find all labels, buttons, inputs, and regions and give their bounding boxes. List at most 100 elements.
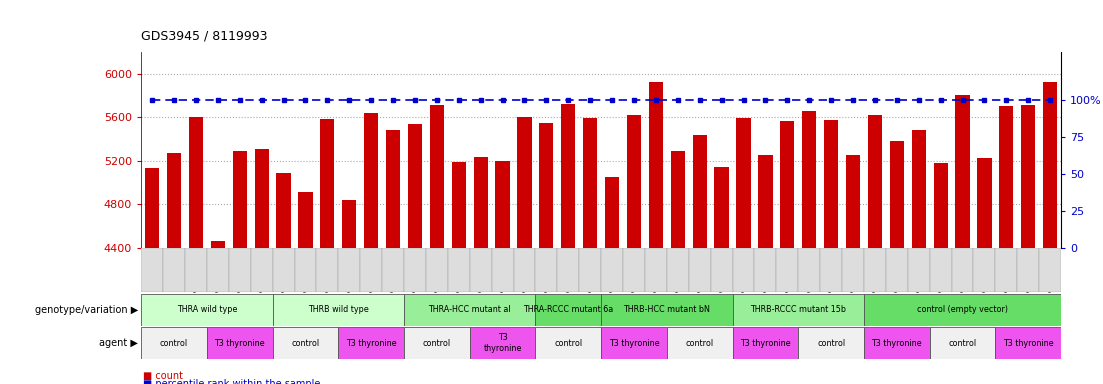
- Bar: [974, 248, 995, 292]
- Bar: [250, 248, 272, 292]
- Bar: [404, 294, 535, 326]
- Bar: [430, 105, 445, 248]
- Bar: [535, 294, 601, 326]
- Bar: [732, 248, 754, 292]
- Bar: [207, 327, 272, 359]
- Bar: [451, 162, 465, 248]
- Bar: [185, 248, 207, 292]
- Bar: [710, 248, 732, 292]
- Bar: [846, 155, 860, 248]
- Bar: [514, 248, 535, 292]
- Bar: [688, 248, 710, 292]
- Bar: [317, 248, 339, 292]
- Text: T3 thyronine: T3 thyronine: [346, 339, 396, 348]
- Bar: [777, 248, 799, 292]
- Bar: [864, 248, 886, 292]
- Text: T3
thyronine: T3 thyronine: [483, 333, 522, 353]
- Bar: [930, 327, 995, 359]
- Bar: [732, 294, 864, 326]
- Bar: [364, 113, 378, 248]
- Text: agent ▶: agent ▶: [99, 338, 138, 348]
- Bar: [1043, 82, 1058, 248]
- Text: control: control: [422, 339, 451, 348]
- Text: control: control: [160, 339, 189, 348]
- Bar: [886, 248, 908, 292]
- Bar: [908, 248, 930, 292]
- Bar: [535, 327, 601, 359]
- Bar: [601, 294, 732, 326]
- Bar: [207, 248, 228, 292]
- Bar: [189, 117, 203, 248]
- Bar: [737, 118, 751, 248]
- Bar: [667, 248, 688, 292]
- Bar: [539, 122, 554, 248]
- Bar: [715, 167, 729, 248]
- Text: control: control: [949, 339, 976, 348]
- Bar: [342, 200, 356, 248]
- Bar: [141, 248, 163, 292]
- Text: T3 thyronine: T3 thyronine: [609, 339, 660, 348]
- Bar: [473, 157, 488, 248]
- Text: THRA wild type: THRA wild type: [176, 305, 237, 314]
- Bar: [604, 177, 619, 248]
- Bar: [277, 173, 291, 248]
- Bar: [583, 118, 598, 248]
- Text: T3 thyronine: T3 thyronine: [214, 339, 265, 348]
- Bar: [890, 141, 904, 248]
- Text: THRB wild type: THRB wild type: [308, 305, 368, 314]
- Bar: [404, 248, 426, 292]
- Bar: [517, 117, 532, 248]
- Bar: [448, 248, 470, 292]
- Bar: [864, 294, 1061, 326]
- Bar: [930, 248, 952, 292]
- Bar: [404, 327, 470, 359]
- Bar: [933, 163, 947, 248]
- Text: THRA-HCC mutant al: THRA-HCC mutant al: [428, 305, 511, 314]
- Bar: [339, 248, 361, 292]
- Bar: [492, 248, 514, 292]
- Bar: [955, 95, 970, 248]
- Text: ■ percentile rank within the sample: ■ percentile rank within the sample: [143, 379, 321, 384]
- Bar: [163, 248, 185, 292]
- Bar: [999, 106, 1014, 248]
- Bar: [382, 248, 404, 292]
- Bar: [272, 327, 339, 359]
- Bar: [557, 248, 579, 292]
- Text: control: control: [291, 339, 320, 348]
- Bar: [645, 248, 667, 292]
- Bar: [361, 248, 382, 292]
- Bar: [495, 161, 510, 248]
- Text: T3 thyronine: T3 thyronine: [871, 339, 922, 348]
- Bar: [754, 248, 777, 292]
- Bar: [272, 248, 295, 292]
- Text: control: control: [817, 339, 845, 348]
- Bar: [842, 248, 864, 292]
- Bar: [470, 248, 492, 292]
- Bar: [627, 115, 641, 248]
- Bar: [868, 115, 882, 248]
- Bar: [995, 248, 1017, 292]
- Text: control: control: [686, 339, 714, 348]
- Bar: [911, 130, 925, 248]
- Bar: [233, 151, 247, 248]
- Bar: [408, 124, 422, 248]
- Bar: [298, 192, 312, 248]
- Text: T3 thyronine: T3 thyronine: [1003, 339, 1053, 348]
- Text: T3 thyronine: T3 thyronine: [740, 339, 791, 348]
- Bar: [255, 149, 269, 248]
- Bar: [864, 327, 930, 359]
- Text: genotype/variation ▶: genotype/variation ▶: [34, 305, 138, 315]
- Bar: [141, 327, 207, 359]
- Bar: [470, 327, 535, 359]
- Bar: [799, 327, 864, 359]
- Bar: [821, 248, 842, 292]
- Bar: [295, 248, 317, 292]
- Bar: [426, 248, 448, 292]
- Bar: [320, 119, 334, 248]
- Bar: [579, 248, 601, 292]
- Bar: [228, 248, 250, 292]
- Bar: [649, 82, 663, 248]
- Bar: [824, 121, 838, 248]
- Bar: [561, 104, 576, 248]
- Bar: [144, 168, 159, 248]
